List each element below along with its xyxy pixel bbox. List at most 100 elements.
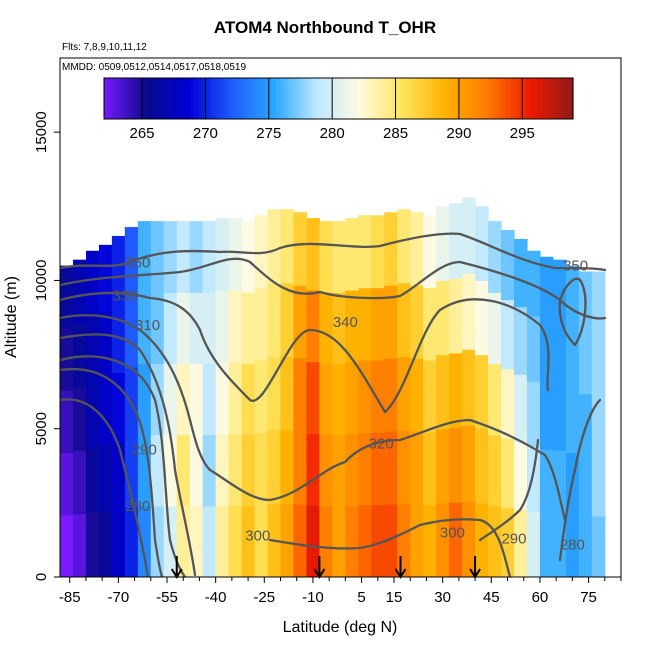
heatmap-cell — [202, 221, 217, 293]
colorbar-swatch — [483, 78, 488, 119]
colorbar-tick-label: 270 — [193, 125, 218, 142]
colorbar-swatch — [240, 78, 246, 119]
heatmap-cell — [124, 297, 139, 368]
colorbar-swatch — [111, 78, 117, 119]
colorbar-swatch — [510, 78, 515, 119]
contour-label: 290 — [501, 530, 526, 547]
colorbar-swatch — [440, 78, 445, 119]
heatmap-cell — [449, 278, 463, 354]
colorbar-swatch — [326, 78, 332, 119]
heatmap-cell — [539, 512, 554, 577]
heatmap-cell — [397, 429, 411, 505]
heatmap-cell — [526, 381, 541, 448]
heatmap-cell — [163, 363, 178, 436]
colorbar-swatch — [244, 78, 250, 119]
colorbar-swatch — [275, 78, 281, 119]
colorbar-swatch — [127, 78, 132, 119]
heatmap-cell — [591, 332, 606, 395]
x-axis-label: Latitude (deg N) — [283, 619, 398, 636]
colorbar-swatch — [322, 78, 328, 119]
colorbar-swatch — [287, 78, 293, 119]
contour-320 — [60, 314, 567, 522]
heatmap-cell — [552, 323, 567, 388]
colorbar-swatch — [232, 78, 238, 119]
x-tick-label: -40 — [205, 589, 227, 606]
colorbar-swatch — [311, 78, 316, 119]
colorbar-swatch — [295, 78, 301, 119]
heatmap-cell — [345, 433, 359, 506]
contour-label: 300 — [440, 525, 465, 542]
heatmap-cell — [345, 361, 359, 435]
heatmap-cell — [410, 431, 424, 505]
colorbar-swatch — [342, 78, 347, 119]
heatmap-cell — [228, 361, 243, 435]
heatmap-cell — [410, 358, 424, 432]
heatmap-cell — [591, 271, 606, 334]
heatmap-cell — [319, 505, 333, 577]
colorbar-swatch — [389, 78, 394, 119]
colorbar-swatch — [541, 78, 547, 119]
heatmap-cell — [293, 431, 308, 505]
flight-marker-arrow — [469, 556, 481, 579]
contour-labels: 350 330 310 290 280 300 340 320 300 290 280 350 — [112, 255, 588, 554]
heatmap-cell — [293, 358, 308, 432]
heatmap-cell — [228, 289, 243, 363]
colorbar-tick-label: 285 — [383, 125, 408, 142]
heatmap-cell — [215, 433, 230, 506]
colorbar-swatch — [264, 78, 269, 119]
flights-label: Flts: 7,8,9,10,11,12 — [62, 42, 147, 53]
contour-label: 330 — [112, 287, 137, 304]
heatmap-cell — [267, 282, 282, 357]
heatmap-cell — [111, 508, 126, 577]
colorbar-swatch — [479, 78, 484, 119]
heatmap-cell — [578, 454, 593, 517]
colorbar-swatch — [260, 78, 265, 119]
contour-350 — [60, 232, 607, 272]
heatmap-cell — [176, 221, 191, 293]
contour-label: 340 — [333, 314, 358, 331]
y-tick-label: 15000 — [33, 111, 50, 153]
colorbar-swatch — [170, 78, 175, 119]
y-tick-label: 0 — [33, 573, 50, 581]
heatmap-cell — [85, 446, 100, 513]
heatmap-cell — [345, 505, 359, 577]
colorbar-swatch — [143, 78, 148, 119]
heatmap-cell — [513, 441, 528, 510]
heatmap-cell — [552, 259, 567, 324]
heatmap-cell — [254, 287, 269, 361]
colorbar-swatch — [174, 78, 179, 119]
x-tick-label: -85 — [59, 589, 81, 606]
heatmap-cell — [462, 197, 476, 274]
heatmap-cell — [176, 434, 191, 507]
heatmap-cell — [60, 452, 74, 516]
heatmap-cell — [501, 230, 515, 301]
y-axis: 0 5000 10000 15000 — [33, 111, 60, 581]
colorbar-swatch — [182, 78, 187, 119]
colorbar-swatch — [557, 78, 562, 119]
colorbar-swatch — [451, 78, 457, 119]
colorbar-tick-label: 265 — [130, 125, 155, 142]
colorbar-swatch — [119, 78, 125, 119]
heatmap-cell — [72, 450, 87, 515]
contour-label: 280 — [125, 498, 150, 515]
colorbar-swatch — [526, 78, 531, 119]
colorbar-swatch — [561, 78, 566, 119]
colorbar-swatch — [221, 78, 226, 119]
heatmap-cell — [397, 209, 411, 284]
colorbar-tick-label: 290 — [446, 125, 471, 142]
colorbar-swatch — [494, 78, 500, 119]
colorbar-swatch — [381, 78, 386, 119]
colorbar-swatch — [397, 78, 402, 119]
heatmap-cell — [358, 359, 372, 433]
colorbar-swatch — [197, 78, 203, 119]
colorbar-swatch — [432, 78, 437, 119]
colorbar-swatch — [373, 78, 379, 119]
heatmap-cell — [371, 504, 385, 577]
colorbar-swatch — [404, 78, 410, 119]
colorbar-swatch — [225, 78, 230, 119]
heatmap-cell — [565, 265, 580, 329]
colorbar-swatch — [447, 78, 453, 119]
heatmap-cell — [332, 434, 346, 507]
x-tick-label: -10 — [302, 589, 324, 606]
heatmap-cell — [475, 428, 489, 504]
